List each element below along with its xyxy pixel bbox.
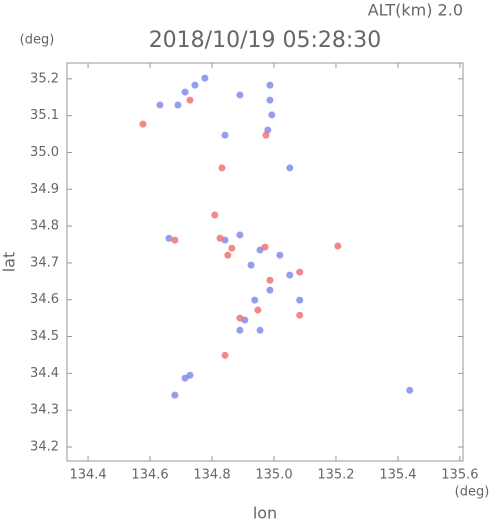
data-point [165, 234, 173, 242]
y-tick-label: 34.9 [30, 182, 59, 197]
data-point [247, 261, 255, 269]
x-tick-label: 134.8 [193, 468, 230, 483]
data-point [266, 96, 274, 104]
chart-title: 2018/10/19 05:28:30 [149, 28, 382, 53]
data-point [236, 314, 244, 322]
data-point [228, 244, 236, 252]
x-tick-label: 134.6 [131, 468, 168, 483]
data-point [171, 391, 179, 399]
data-point [406, 386, 414, 394]
x-unit: (deg) [455, 485, 490, 500]
data-point [296, 311, 304, 319]
y-tick-label: 34.7 [30, 255, 59, 270]
data-point [286, 164, 294, 172]
data-point [268, 111, 276, 119]
data-point [218, 164, 226, 172]
data-point [186, 96, 194, 104]
data-point [191, 81, 199, 89]
data-point [286, 271, 294, 279]
y-tick-label: 34.6 [30, 292, 59, 307]
y-axis-label: lat [0, 252, 19, 273]
y-unit: (deg) [20, 33, 55, 48]
data-point [262, 131, 270, 139]
data-point [221, 131, 229, 139]
data-point [254, 306, 262, 314]
data-point [236, 91, 244, 99]
data-point [261, 243, 269, 251]
y-tick-label: 34.4 [30, 366, 59, 381]
data-point [174, 101, 182, 109]
y-tick-label: 34.5 [30, 329, 59, 344]
data-point [171, 236, 179, 244]
y-tick-label: 35.1 [30, 108, 59, 123]
x-tick-label: 135.6 [441, 468, 478, 483]
data-point [236, 231, 244, 239]
y-tick-label: 35.0 [30, 145, 59, 160]
data-point [296, 268, 304, 276]
data-point [266, 286, 274, 294]
data-point [221, 351, 229, 359]
data-point [266, 276, 274, 284]
x-axis-label: lon [253, 504, 277, 521]
data-point [334, 242, 342, 250]
data-point [186, 371, 194, 379]
y-tick-label: 34.3 [30, 403, 59, 418]
y-tick-label: 34.8 [30, 219, 59, 234]
data-point [251, 296, 259, 304]
x-tick-label: 134.4 [69, 468, 106, 483]
data-point [156, 101, 164, 109]
plot-frame [66, 62, 464, 462]
data-point [201, 74, 209, 82]
x-tick-label: 135.0 [255, 468, 292, 483]
chart-subtitle: ALT(km) 2.0 [368, 1, 463, 20]
data-point [236, 326, 244, 334]
data-point [211, 211, 219, 219]
data-point [181, 88, 189, 96]
x-tick-label: 135.4 [379, 468, 416, 483]
data-point [266, 81, 274, 89]
data-point [256, 326, 264, 334]
x-tick-label: 135.2 [317, 468, 354, 483]
y-tick-label: 34.2 [30, 440, 59, 455]
y-tick-label: 35.2 [30, 71, 59, 86]
data-point [139, 120, 147, 128]
data-point [276, 251, 284, 259]
data-point [296, 296, 304, 304]
data-point [216, 234, 224, 242]
data-point [224, 251, 232, 259]
